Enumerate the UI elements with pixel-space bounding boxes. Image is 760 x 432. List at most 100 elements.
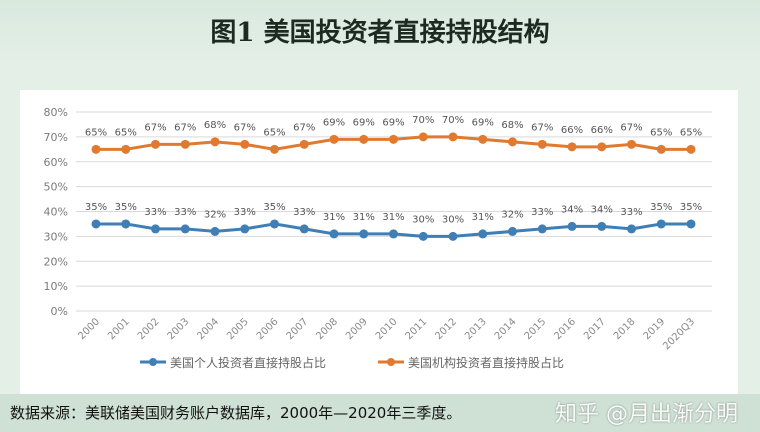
- data-label: 67%: [620, 122, 642, 133]
- data-label: 30%: [412, 214, 434, 225]
- data-point: [359, 229, 369, 239]
- x-tick-label: 2009: [344, 316, 370, 342]
- data-label: 67%: [234, 122, 256, 133]
- data-point: [656, 144, 666, 154]
- data-point: [121, 219, 131, 229]
- x-tick-label: 2005: [225, 316, 251, 342]
- data-label: 67%: [144, 122, 166, 133]
- data-point: [270, 144, 279, 154]
- data-point: [210, 226, 220, 236]
- data-point: [270, 219, 279, 229]
- x-tick-label: 2000: [76, 316, 102, 342]
- legend-marker: [149, 358, 157, 366]
- data-point: [151, 139, 160, 149]
- x-tick-label: 2007: [285, 316, 311, 342]
- x-tick-label: 2004: [195, 316, 221, 342]
- y-tick-label: 70%: [44, 131, 68, 144]
- data-label: 31%: [323, 212, 345, 223]
- data-point: [508, 137, 517, 147]
- y-tick-label: 60%: [44, 156, 68, 169]
- data-label: 65%: [263, 127, 285, 138]
- data-label: 34%: [591, 204, 613, 215]
- x-tick-label: 2011: [404, 316, 430, 342]
- data-point: [686, 144, 696, 154]
- data-label: 33%: [174, 207, 196, 218]
- data-point: [627, 224, 636, 234]
- data-point: [180, 224, 190, 234]
- y-tick-label: 0%: [51, 305, 68, 318]
- data-label: 35%: [85, 202, 107, 213]
- data-label: 31%: [353, 212, 375, 223]
- x-tick-label: 2002: [136, 316, 162, 342]
- data-label: 68%: [501, 120, 523, 131]
- page-title: 图1 美国投资者直接持股结构: [210, 18, 550, 48]
- data-label: 69%: [382, 117, 404, 128]
- data-point: [91, 144, 101, 154]
- data-point: [210, 137, 220, 147]
- data-point: [597, 221, 607, 231]
- data-label: 68%: [204, 120, 226, 131]
- data-point: [418, 132, 428, 142]
- data-label: 65%: [115, 127, 137, 138]
- data-point: [329, 229, 339, 239]
- data-label: 33%: [234, 207, 256, 218]
- data-point: [567, 142, 577, 152]
- data-label: 65%: [680, 127, 702, 138]
- data-label: 67%: [293, 122, 315, 133]
- data-label: 67%: [174, 122, 196, 133]
- y-tick-label: 50%: [44, 181, 68, 194]
- data-point: [180, 139, 190, 149]
- data-point: [478, 134, 488, 144]
- data-label: 32%: [204, 209, 226, 220]
- data-label: 69%: [353, 117, 375, 128]
- x-tick-label: 2003: [166, 316, 192, 342]
- data-label: 34%: [561, 204, 583, 215]
- x-tick-label: 2016: [552, 316, 578, 342]
- data-label: 70%: [442, 115, 464, 126]
- source-note: 数据来源：美联储美国财务账户数据库，2000年—2020年三季度。: [10, 404, 462, 422]
- data-point: [389, 229, 398, 239]
- data-point: [240, 224, 250, 234]
- data-label: 66%: [591, 125, 613, 136]
- data-label: 66%: [561, 125, 583, 136]
- x-tick-label: 2013: [463, 316, 489, 342]
- data-point: [448, 231, 458, 241]
- data-point: [478, 229, 488, 239]
- legend-label: 美国个人投资者直接持股占比: [170, 355, 326, 370]
- x-tick-label: 2015: [523, 316, 549, 342]
- data-label: 65%: [85, 127, 107, 138]
- legend-marker: [387, 358, 395, 366]
- data-label: 33%: [144, 207, 166, 218]
- data-label: 69%: [472, 117, 494, 128]
- data-point: [448, 132, 458, 142]
- title-band: [0, 0, 760, 64]
- x-tick-label: 2001: [106, 316, 132, 342]
- data-label: 31%: [382, 212, 404, 223]
- x-tick-label: 2014: [493, 316, 519, 342]
- data-label: 32%: [501, 209, 523, 220]
- data-point: [359, 134, 369, 144]
- y-tick-label: 30%: [44, 230, 68, 243]
- x-tick-label: 2017: [582, 316, 608, 342]
- data-point: [537, 224, 547, 234]
- data-point: [508, 226, 517, 236]
- x-tick-label: 2019: [642, 316, 668, 342]
- data-point: [329, 134, 339, 144]
- x-tick-label: 2012: [433, 316, 459, 342]
- data-point: [567, 221, 577, 231]
- watermark: 知乎 @月出渐分明: [555, 402, 738, 427]
- data-point: [151, 224, 160, 234]
- data-label: 35%: [263, 202, 285, 213]
- data-point: [389, 134, 398, 144]
- data-label: 70%: [412, 115, 434, 126]
- data-label: 33%: [620, 207, 642, 218]
- data-label: 35%: [650, 202, 672, 213]
- data-label: 31%: [472, 212, 494, 223]
- data-point: [597, 142, 607, 152]
- x-tick-label: 2008: [314, 316, 340, 342]
- x-tick-label: 2010: [374, 316, 400, 342]
- data-label: 30%: [442, 214, 464, 225]
- data-point: [656, 219, 666, 229]
- x-tick-label: 2020Q3: [661, 316, 697, 352]
